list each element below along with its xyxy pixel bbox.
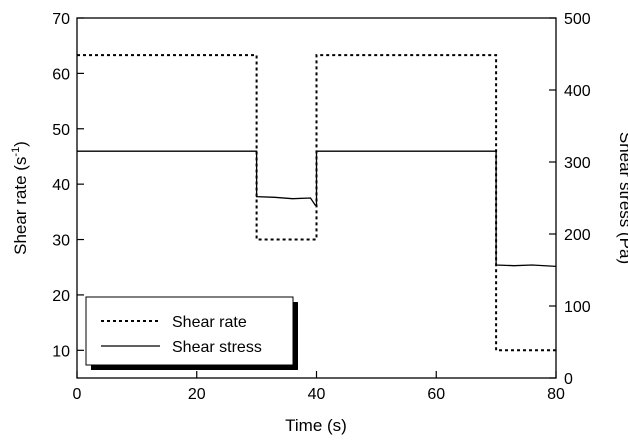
legend-label-shear-rate: Shear rate	[172, 314, 247, 331]
series-layer	[77, 54, 557, 352]
right-y-tick-label: 200	[564, 227, 591, 244]
left-y-tick-label: 10	[52, 343, 70, 360]
right-y-tick-label: 400	[564, 83, 591, 100]
x-tick-label: 80	[547, 386, 565, 403]
legend: Shear rate Shear stress	[85, 296, 298, 370]
x-tick-label: 60	[427, 386, 445, 403]
left-axis-title-tail: )	[11, 141, 30, 147]
right-axis-title: Shear stress (Pa)	[616, 132, 628, 264]
x-tick-label: 20	[188, 386, 206, 403]
right-y-tick-label: 100	[564, 299, 591, 316]
series-shear-stress	[77, 150, 557, 268]
left-axis-title: Shear rate (s-1)	[10, 141, 30, 255]
tick-labels: 0 20 40 60 80 10 20 30 40 50 60 70 0 100 200 300 400 500	[52, 11, 591, 403]
left-y-tick-label: 20	[52, 288, 70, 305]
left-axis-title-base: Shear rate (s	[11, 157, 30, 255]
left-y-tick-label: 70	[52, 11, 70, 28]
legend-label-shear-stress: Shear stress	[172, 339, 262, 356]
left-y-tick-label: 60	[52, 66, 70, 83]
left-axis-title-superscript: -1	[10, 147, 22, 157]
x-tick-label: 40	[308, 386, 326, 403]
right-y-tick-label: 0	[564, 371, 573, 388]
x-axis-title: Time (s)	[285, 416, 347, 435]
left-y-tick-label: 30	[52, 233, 70, 250]
x-tick-label: 0	[73, 386, 82, 403]
series-shear-rate	[77, 54, 556, 352]
right-y-tick-label: 300	[564, 155, 591, 172]
ticks	[76, 17, 557, 379]
left-y-tick-label: 40	[52, 177, 70, 194]
right-y-tick-label: 500	[564, 11, 591, 28]
legend-box	[85, 296, 294, 366]
left-y-tick-label: 50	[52, 122, 70, 139]
